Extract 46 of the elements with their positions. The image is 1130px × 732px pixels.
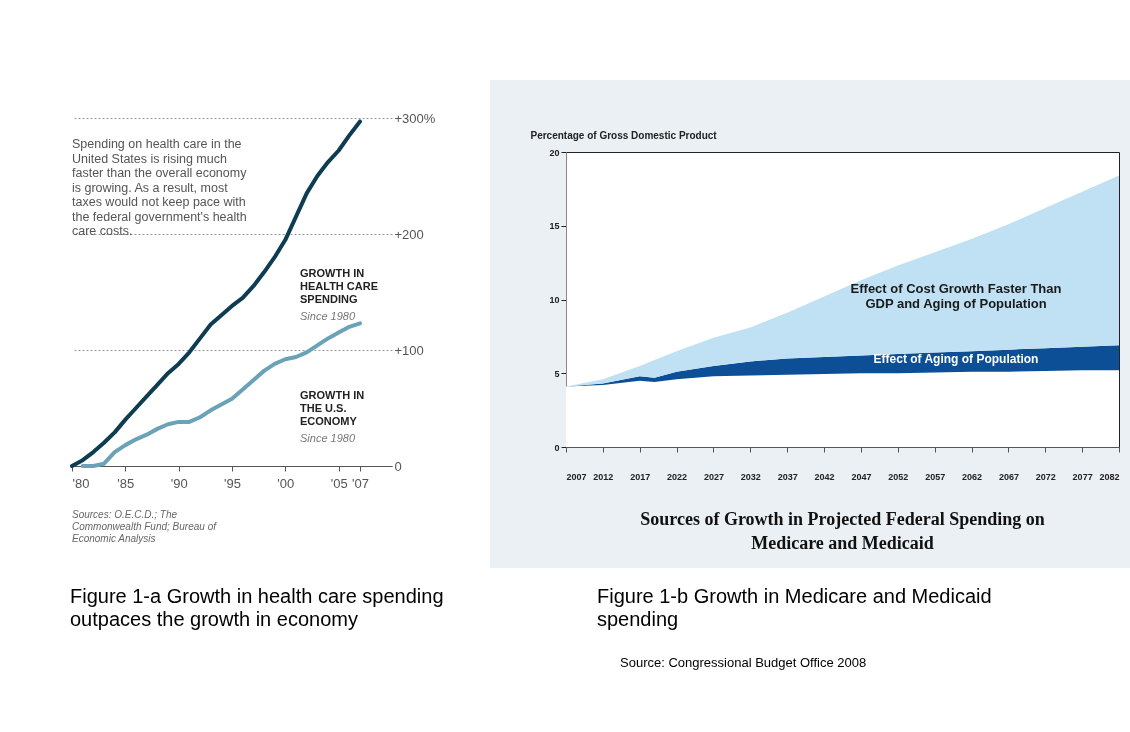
text: GROWTH IN THE U.S. ECONOMY [300,389,365,427]
x-tick-label: '85 [117,475,135,491]
x-tick-label: 2062 [962,471,983,482]
series-label: Effect of Aging of Population [873,352,1039,366]
x-tick-label: '90 [170,475,188,491]
x-tick-label: 2067 [998,471,1019,482]
caption: Figure 1-a Growth in health care spending outpaces the growth in economy [70,585,445,631]
text: GROWTH IN HEALTH CARE SPENDING [300,267,379,305]
annotation: Spending on health care in the United States is rising much faster than the overall economy is growing. As a result, most taxes would not keep pace with the federal government's health care costs. [72,137,248,238]
y-tick-label: 0 [394,458,402,474]
x-tick-label: 2027 [703,471,724,482]
y-tick-label: +300% [394,110,436,126]
x-tick-label: 2077 [1072,471,1093,482]
annotation: Since 1980 [300,310,356,322]
x-tick-label: 2047 [851,471,872,482]
y-tick-label: 5 [554,368,560,379]
x-tick-label: '00 [277,475,295,491]
x-tick-label: '95 [224,475,241,491]
x-tick-label: 2012 [593,471,614,482]
y-axis-title: Percentage of Gross Domestic Product [530,129,718,141]
x-tick-label: 2057 [925,471,946,482]
x-tick-label: '80 [72,475,90,491]
y-tick-label: 0 [554,442,560,453]
y-tick-label: 20 [549,147,560,158]
x-tick-label: 2052 [888,471,909,482]
x-tick-label: 2017 [630,471,651,482]
y-tick-label: +200 [394,226,424,242]
x-tick-label: '05 [330,475,348,491]
y-tick-label: +100 [394,342,424,358]
y-tick-label: 10 [549,295,560,305]
x-tick-label: '07 [352,475,369,491]
x-tick-label: 2037 [777,471,798,482]
annotation: Since 1980 [300,432,356,444]
x-tick-label: 2022 [667,471,688,482]
x-tick-label: 2007 [566,471,587,482]
caption: Figure 1-b Growth in Medicare and Medicaid spending [597,585,993,631]
line-series [80,321,362,468]
x-tick-label: 2082 [1099,471,1120,482]
text: Sources of Growth in Projected Federal Spending on Medicare and Medicaid [640,509,1045,553]
x-tick-label: 2032 [740,471,761,482]
series-label: Effect of Cost Growth Faster Than GDP and Aging of Population [850,281,1062,311]
source-note: Sources: O.E.C.D.; The Commonwealth Fund; Bureau of Economic Analysis [72,509,218,544]
x-tick-label: 2072 [1035,471,1056,482]
source-note: Source: Congressional Budget Office 2008 [620,655,868,670]
x-tick-label: 2042 [814,471,835,482]
y-tick-label: 15 [549,221,560,232]
